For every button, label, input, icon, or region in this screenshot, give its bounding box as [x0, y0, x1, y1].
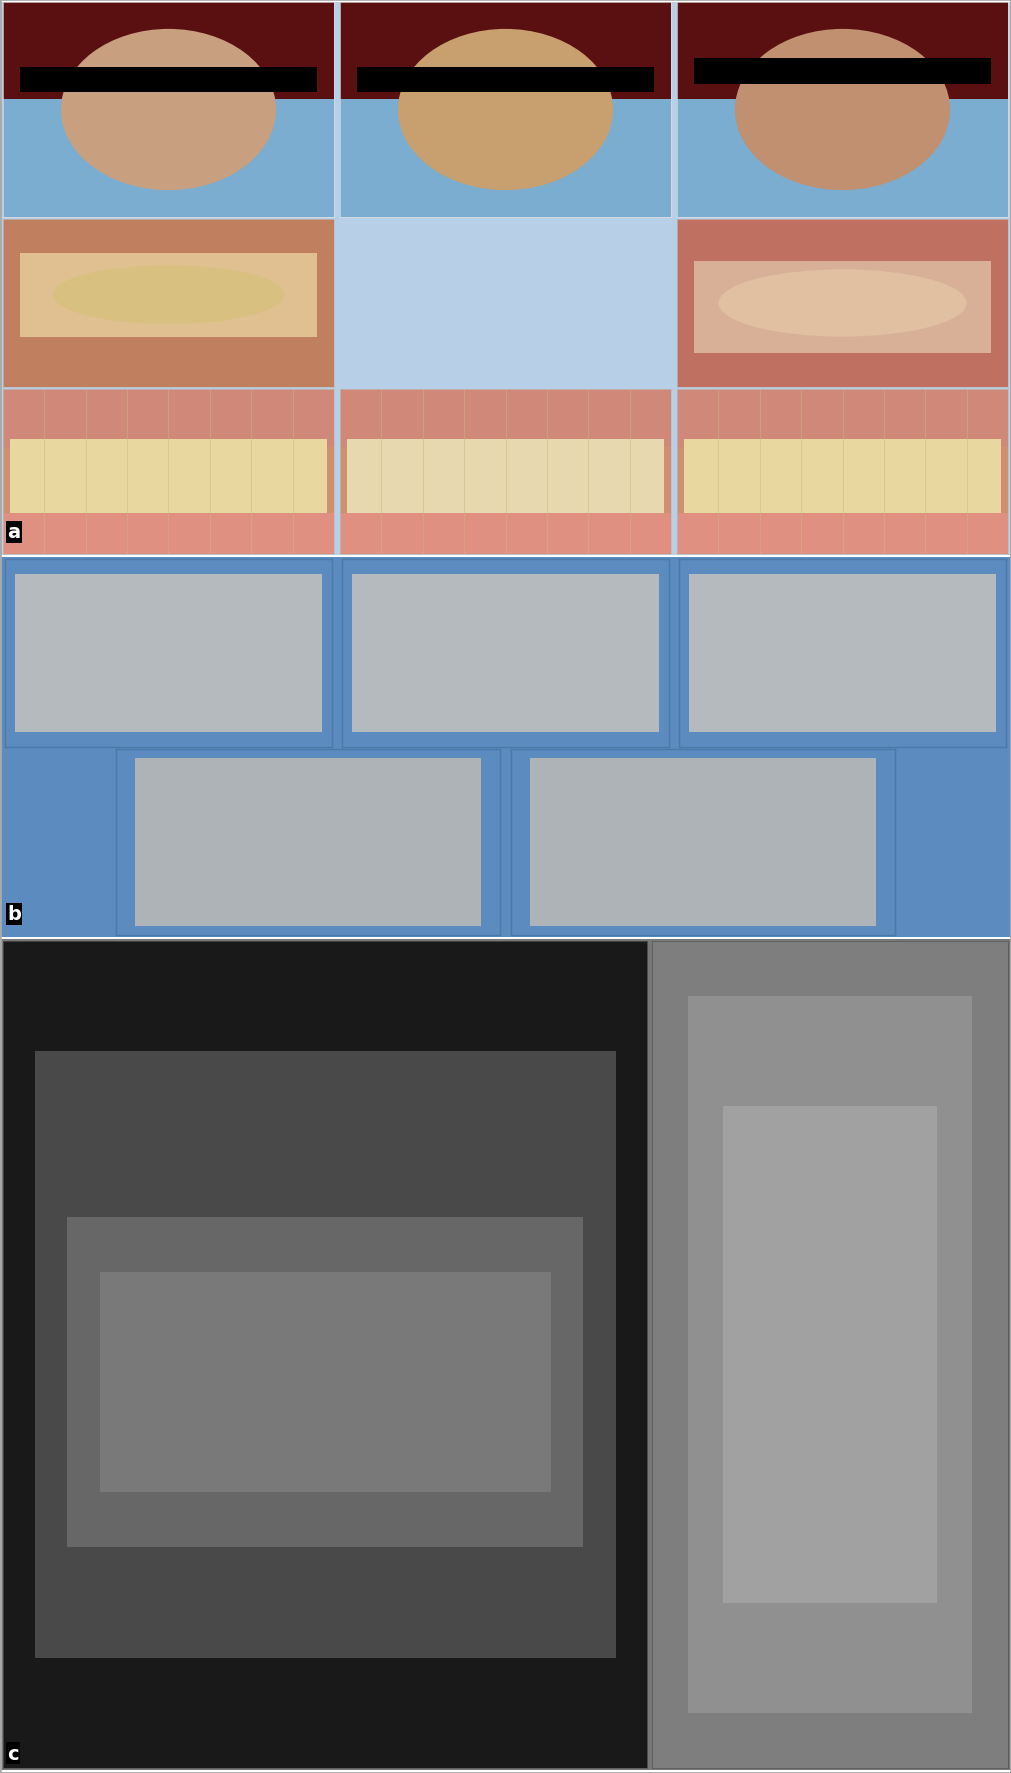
Bar [10, 440, 328, 514]
Text: b: b [7, 904, 21, 924]
Text: c: c [7, 1743, 18, 1762]
Bar [3, 4, 334, 99]
Text: a: a [7, 523, 20, 543]
Bar [3, 390, 334, 447]
Bar [694, 59, 992, 85]
Bar [340, 4, 671, 99]
Ellipse shape [398, 30, 613, 191]
Bar [694, 262, 992, 355]
Bar [340, 514, 671, 555]
Bar [347, 440, 664, 514]
Bar [19, 67, 317, 94]
Ellipse shape [53, 266, 284, 324]
Bar [15, 574, 323, 732]
Ellipse shape [61, 30, 276, 191]
Ellipse shape [719, 269, 967, 337]
Bar [352, 574, 659, 732]
Bar [677, 390, 1008, 447]
Bar [3, 514, 334, 555]
Bar [357, 67, 654, 94]
Bar [688, 574, 996, 732]
Bar [677, 514, 1008, 555]
Bar [677, 4, 1008, 99]
Bar [19, 254, 317, 337]
Bar [683, 440, 1001, 514]
Bar [340, 390, 671, 447]
Ellipse shape [735, 30, 950, 191]
